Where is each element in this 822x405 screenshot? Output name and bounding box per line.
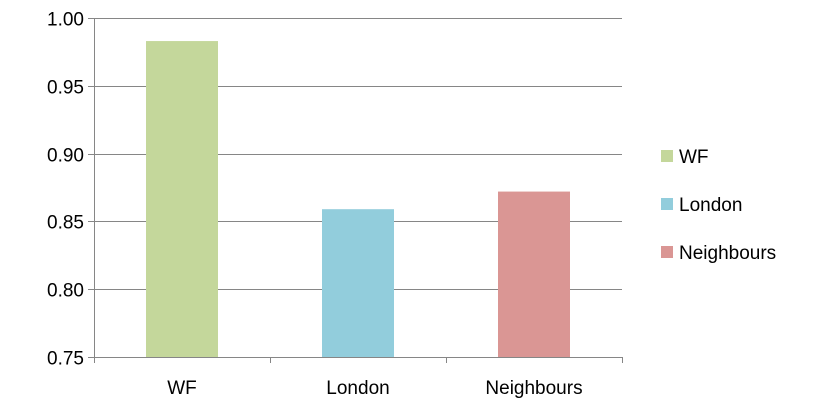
y-tick-labels: 0.75 0.80 0.85 0.90 0.95 1.00 [47,10,84,370]
bar-neighbours [498,191,570,357]
bar-wf [146,41,218,357]
legend-swatch [661,198,673,210]
legend-swatch [661,150,673,162]
y-tick-label: 0.80 [47,281,84,302]
legend-label: Neighbours [679,243,776,264]
x-tick-label: WF [167,378,197,399]
bars [146,41,570,357]
legend-label: London [679,195,742,216]
legend-label: WF [679,147,709,168]
y-tick-label: 0.90 [47,146,84,167]
legend: WF London Neighbours [661,147,776,264]
x-tick-labels: WF London Neighbours [167,378,582,399]
bar-london [322,209,394,357]
y-tick-label: 0.85 [47,213,84,234]
y-tick-label: 1.00 [47,10,84,31]
axes [88,18,623,363]
legend-swatch [661,246,673,258]
x-tick-label: London [326,378,389,399]
y-tick-label: 0.95 [47,78,84,99]
y-tick-label: 0.75 [47,349,84,370]
x-tick-label: Neighbours [485,378,582,399]
